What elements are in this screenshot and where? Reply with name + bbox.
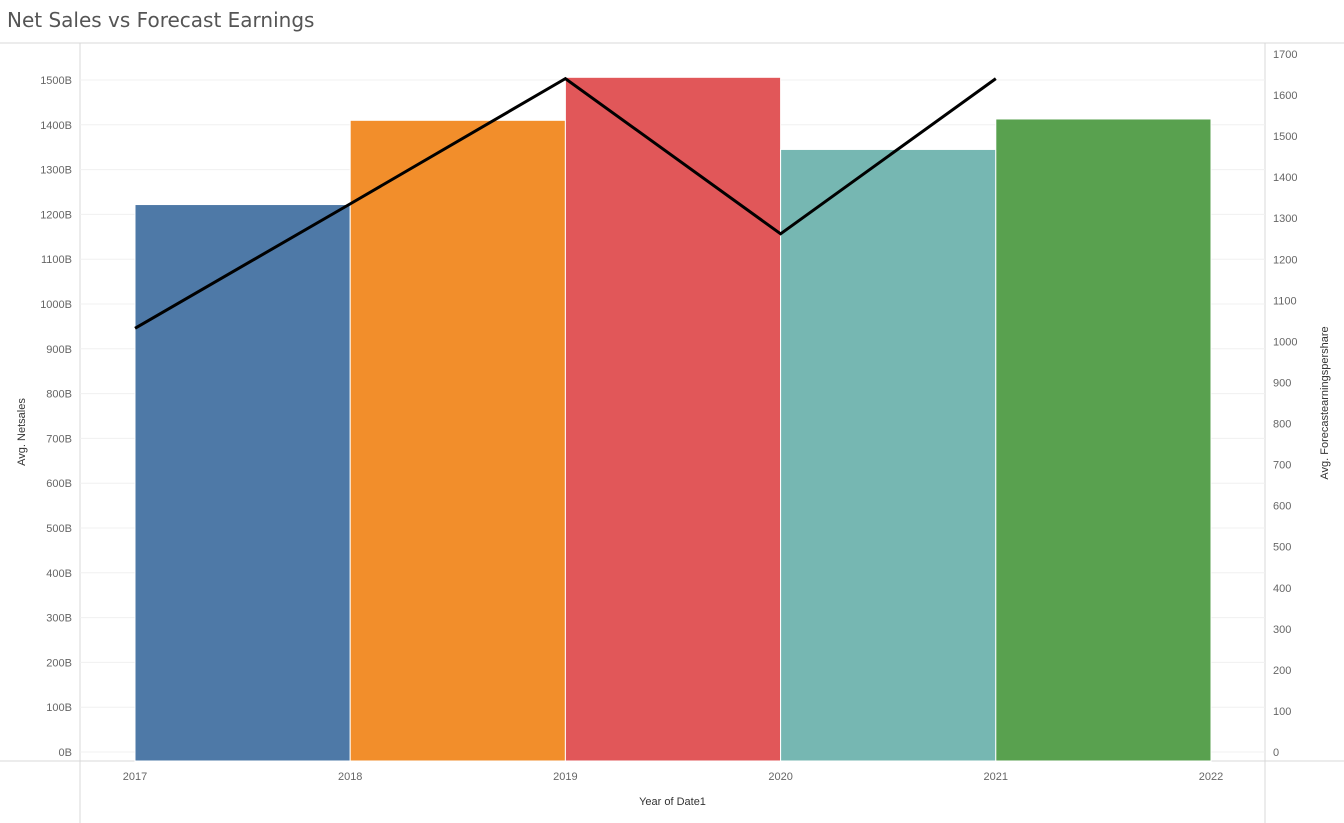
right-tick-label: 1100 — [1273, 295, 1297, 307]
x-tick-label: 2021 — [984, 771, 1008, 783]
left-tick-label: 1100B — [41, 254, 72, 266]
left-tick-label: 200B — [46, 657, 72, 669]
bar-2020[interactable] — [780, 148, 997, 762]
chart-title: Net Sales vs Forecast Earnings — [7, 8, 315, 32]
right-tick-label: 300 — [1273, 624, 1291, 636]
left-tick-label: 100B — [46, 702, 72, 714]
x-tick-label: 2019 — [553, 771, 577, 783]
right-tick-label: 1300 — [1273, 213, 1297, 225]
x-axis: 2017 2018 2019 2020 2021 2022 Year of Date1 — [123, 771, 1223, 808]
left-tick-label: 700B — [46, 433, 72, 445]
line-series — [134, 76, 997, 330]
left-axis: 0B 100B 200B 300B 400B 500B 600B 700B 800B 900B 10… — [16, 75, 72, 759]
right-axis: 0 100 200 300 400 500 600 700 800 900 1000 1100 1200… — [1273, 49, 1331, 759]
left-tick-label: 1500B — [40, 75, 72, 87]
right-tick-label: 500 — [1273, 542, 1291, 554]
left-tick-label: 400B — [46, 568, 72, 580]
left-tick-label: 800B — [46, 389, 72, 401]
right-tick-label: 200 — [1273, 665, 1291, 677]
forecast-earnings-line[interactable] — [134, 76, 997, 330]
left-tick-label: 300B — [46, 613, 72, 625]
left-tick-label: 600B — [46, 478, 72, 490]
right-tick-label: 800 — [1273, 419, 1291, 431]
x-tick-label: 2017 — [123, 771, 147, 783]
right-tick-label: 700 — [1273, 460, 1291, 472]
left-tick-label: 500B — [46, 523, 72, 535]
bar-2017[interactable] — [134, 204, 351, 762]
right-axis-title: Avg. Forecastearningspershare — [1319, 326, 1331, 479]
right-tick-label: 1600 — [1273, 90, 1297, 102]
left-tick-label: 0B — [59, 747, 72, 759]
bar-2021[interactable] — [995, 118, 1212, 762]
right-tick-label: 400 — [1273, 583, 1291, 595]
bar-series — [134, 76, 1212, 762]
bar-2019[interactable] — [564, 76, 782, 762]
x-tick-label: 2018 — [338, 771, 362, 783]
right-tick-label: 100 — [1273, 706, 1291, 718]
left-tick-label: 1400B — [40, 120, 72, 132]
left-tick-label: 900B — [46, 344, 72, 356]
left-tick-label: 1000B — [40, 299, 72, 311]
right-tick-label: 1000 — [1273, 336, 1297, 348]
x-tick-label: 2020 — [768, 771, 792, 783]
right-tick-label: 900 — [1273, 377, 1291, 389]
right-tick-label: 1400 — [1273, 172, 1297, 184]
right-tick-label: 600 — [1273, 501, 1291, 513]
right-tick-label: 1500 — [1273, 131, 1297, 143]
right-tick-label: 1200 — [1273, 254, 1297, 266]
right-tick-label: 0 — [1273, 747, 1279, 759]
left-axis-title: Avg. Netsales — [16, 398, 28, 466]
left-tick-label: 1200B — [40, 209, 72, 221]
x-tick-label: 2022 — [1199, 771, 1223, 783]
right-tick-label: 1700 — [1273, 49, 1297, 61]
x-axis-title: Year of Date1 — [639, 796, 706, 808]
left-tick-label: 1300B — [40, 165, 72, 177]
bar-2018[interactable] — [349, 119, 566, 762]
